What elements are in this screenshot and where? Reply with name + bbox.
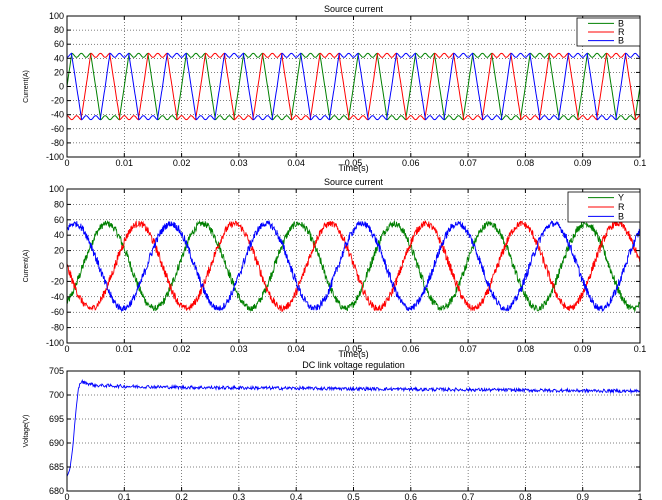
chart-panel-middle: 0 0.01 0.02 0.03 0.04 0.05 0.06 0.07 0.08 0.09 0.1… — [23, 177, 646, 359]
y-tick-label: 80 — [54, 199, 64, 209]
y-tick-label: 100 — [49, 11, 64, 21]
x-tick-label: 0.07 — [459, 344, 477, 354]
chart-title: DC link voltage regulation — [302, 360, 405, 370]
y-tick-label: -100 — [46, 152, 64, 162]
chart-panel-top: 0 0.01 0.02 0.03 0.04 0.05 0.06 0.07 0.08 0.09 0.1… — [23, 4, 646, 173]
y-tick-label: -40 — [51, 110, 64, 120]
x-axis-label: Time(s) — [338, 349, 368, 359]
series-line-r-1 — [67, 220, 640, 313]
y-tick-label: 685 — [49, 462, 64, 472]
x-tick-label: 0.09 — [574, 344, 592, 354]
y-tick-label: 0 — [59, 261, 64, 271]
y-tick-label: -80 — [51, 138, 64, 148]
y-axis-label: Voltage(V) — [23, 415, 30, 448]
y-tick-label: 700 — [49, 390, 64, 400]
x-tick-label: 0.8 — [519, 492, 532, 500]
y-tick-label: -40 — [51, 292, 64, 302]
x-tick-label: 0.3 — [233, 492, 246, 500]
y-tick-label: 705 — [49, 366, 64, 376]
y-tick-label: -100 — [46, 338, 64, 348]
series-line-y-0 — [67, 219, 640, 313]
legend-label: R — [618, 202, 625, 212]
y-tick-label: 40 — [54, 53, 64, 63]
y-tick-label: -60 — [51, 307, 64, 317]
y-tick-label: 60 — [54, 39, 64, 49]
y-axis-label: Current(A) — [23, 250, 30, 283]
x-tick-label: 0 — [64, 158, 69, 168]
x-tick-label: 0.05 — [345, 158, 363, 168]
chart-title: Source current — [324, 4, 384, 14]
x-axis-label: Time(s) — [338, 163, 368, 173]
series-line-r-1 — [67, 52, 640, 121]
legend-label: B — [618, 18, 624, 28]
legend-label: B — [618, 36, 624, 46]
x-tick-label: 0.07 — [459, 158, 477, 168]
x-tick-label: 0.9 — [576, 492, 589, 500]
y-tick-label: 40 — [54, 230, 64, 240]
x-tick-label: 0.4 — [290, 492, 303, 500]
x-tick-label: 0.02 — [173, 158, 191, 168]
x-tick-label: 0.7 — [462, 492, 475, 500]
y-tick-label: 20 — [54, 246, 64, 256]
legend-label: Y — [618, 193, 624, 203]
x-tick-label: 0.06 — [402, 344, 420, 354]
y-tick-label: 100 — [49, 184, 64, 194]
x-tick-label: 0.1 — [634, 158, 647, 168]
x-tick-label: 0.09 — [574, 158, 592, 168]
x-tick-label: 0 — [64, 344, 69, 354]
x-tick-label: 0.01 — [116, 344, 134, 354]
series-line-b-2 — [67, 219, 640, 313]
x-tick-label: 0.04 — [287, 344, 305, 354]
x-tick-label: 0.6 — [405, 492, 418, 500]
y-tick-label: -20 — [51, 96, 64, 106]
y-tick-label: 80 — [54, 25, 64, 35]
y-tick-label: -60 — [51, 124, 64, 134]
y-tick-label: -20 — [51, 276, 64, 286]
y-tick-label: 695 — [49, 414, 64, 424]
x-tick-label: 0.03 — [230, 344, 248, 354]
x-tick-label: 0.01 — [116, 158, 134, 168]
chart-panel-bottom: 0 0.1 0.2 0.3 0.4 0.5 0.6 0.7 0.8 0.9 1 680 685 690 69… — [23, 360, 643, 500]
y-tick-label: 20 — [54, 67, 64, 77]
x-tick-label: 0.03 — [230, 158, 248, 168]
x-tick-label: 0.05 — [345, 344, 363, 354]
x-tick-label: 0.06 — [402, 158, 420, 168]
x-tick-label: 0.1 — [118, 492, 131, 500]
series-line-voltage-0 — [67, 379, 640, 477]
y-tick-label: 60 — [54, 215, 64, 225]
y-tick-label: 0 — [59, 82, 64, 92]
x-tick-label: 0.2 — [175, 492, 188, 500]
legend: BRB — [576, 17, 641, 47]
x-tick-label: 0.08 — [517, 158, 535, 168]
series-line-b-0 — [67, 52, 640, 121]
legend-label: R — [618, 27, 625, 37]
y-tick-label: 690 — [49, 438, 64, 448]
y-tick-label: -80 — [51, 323, 64, 333]
x-tick-label: 0.5 — [347, 492, 360, 500]
series-line-b-2 — [67, 52, 640, 121]
x-tick-label: 1 — [637, 492, 642, 500]
x-tick-label: 0.1 — [634, 344, 647, 354]
y-tick-label: 680 — [49, 486, 64, 496]
x-tick-label: 0.08 — [517, 344, 535, 354]
legend-label: B — [618, 211, 624, 221]
x-tick-label: 0 — [64, 492, 69, 500]
chart-title: Source current — [324, 177, 384, 187]
y-axis-label: Current(A) — [23, 70, 30, 103]
legend: YRB — [567, 191, 641, 223]
x-tick-label: 0.02 — [173, 344, 191, 354]
x-tick-label: 0.04 — [287, 158, 305, 168]
